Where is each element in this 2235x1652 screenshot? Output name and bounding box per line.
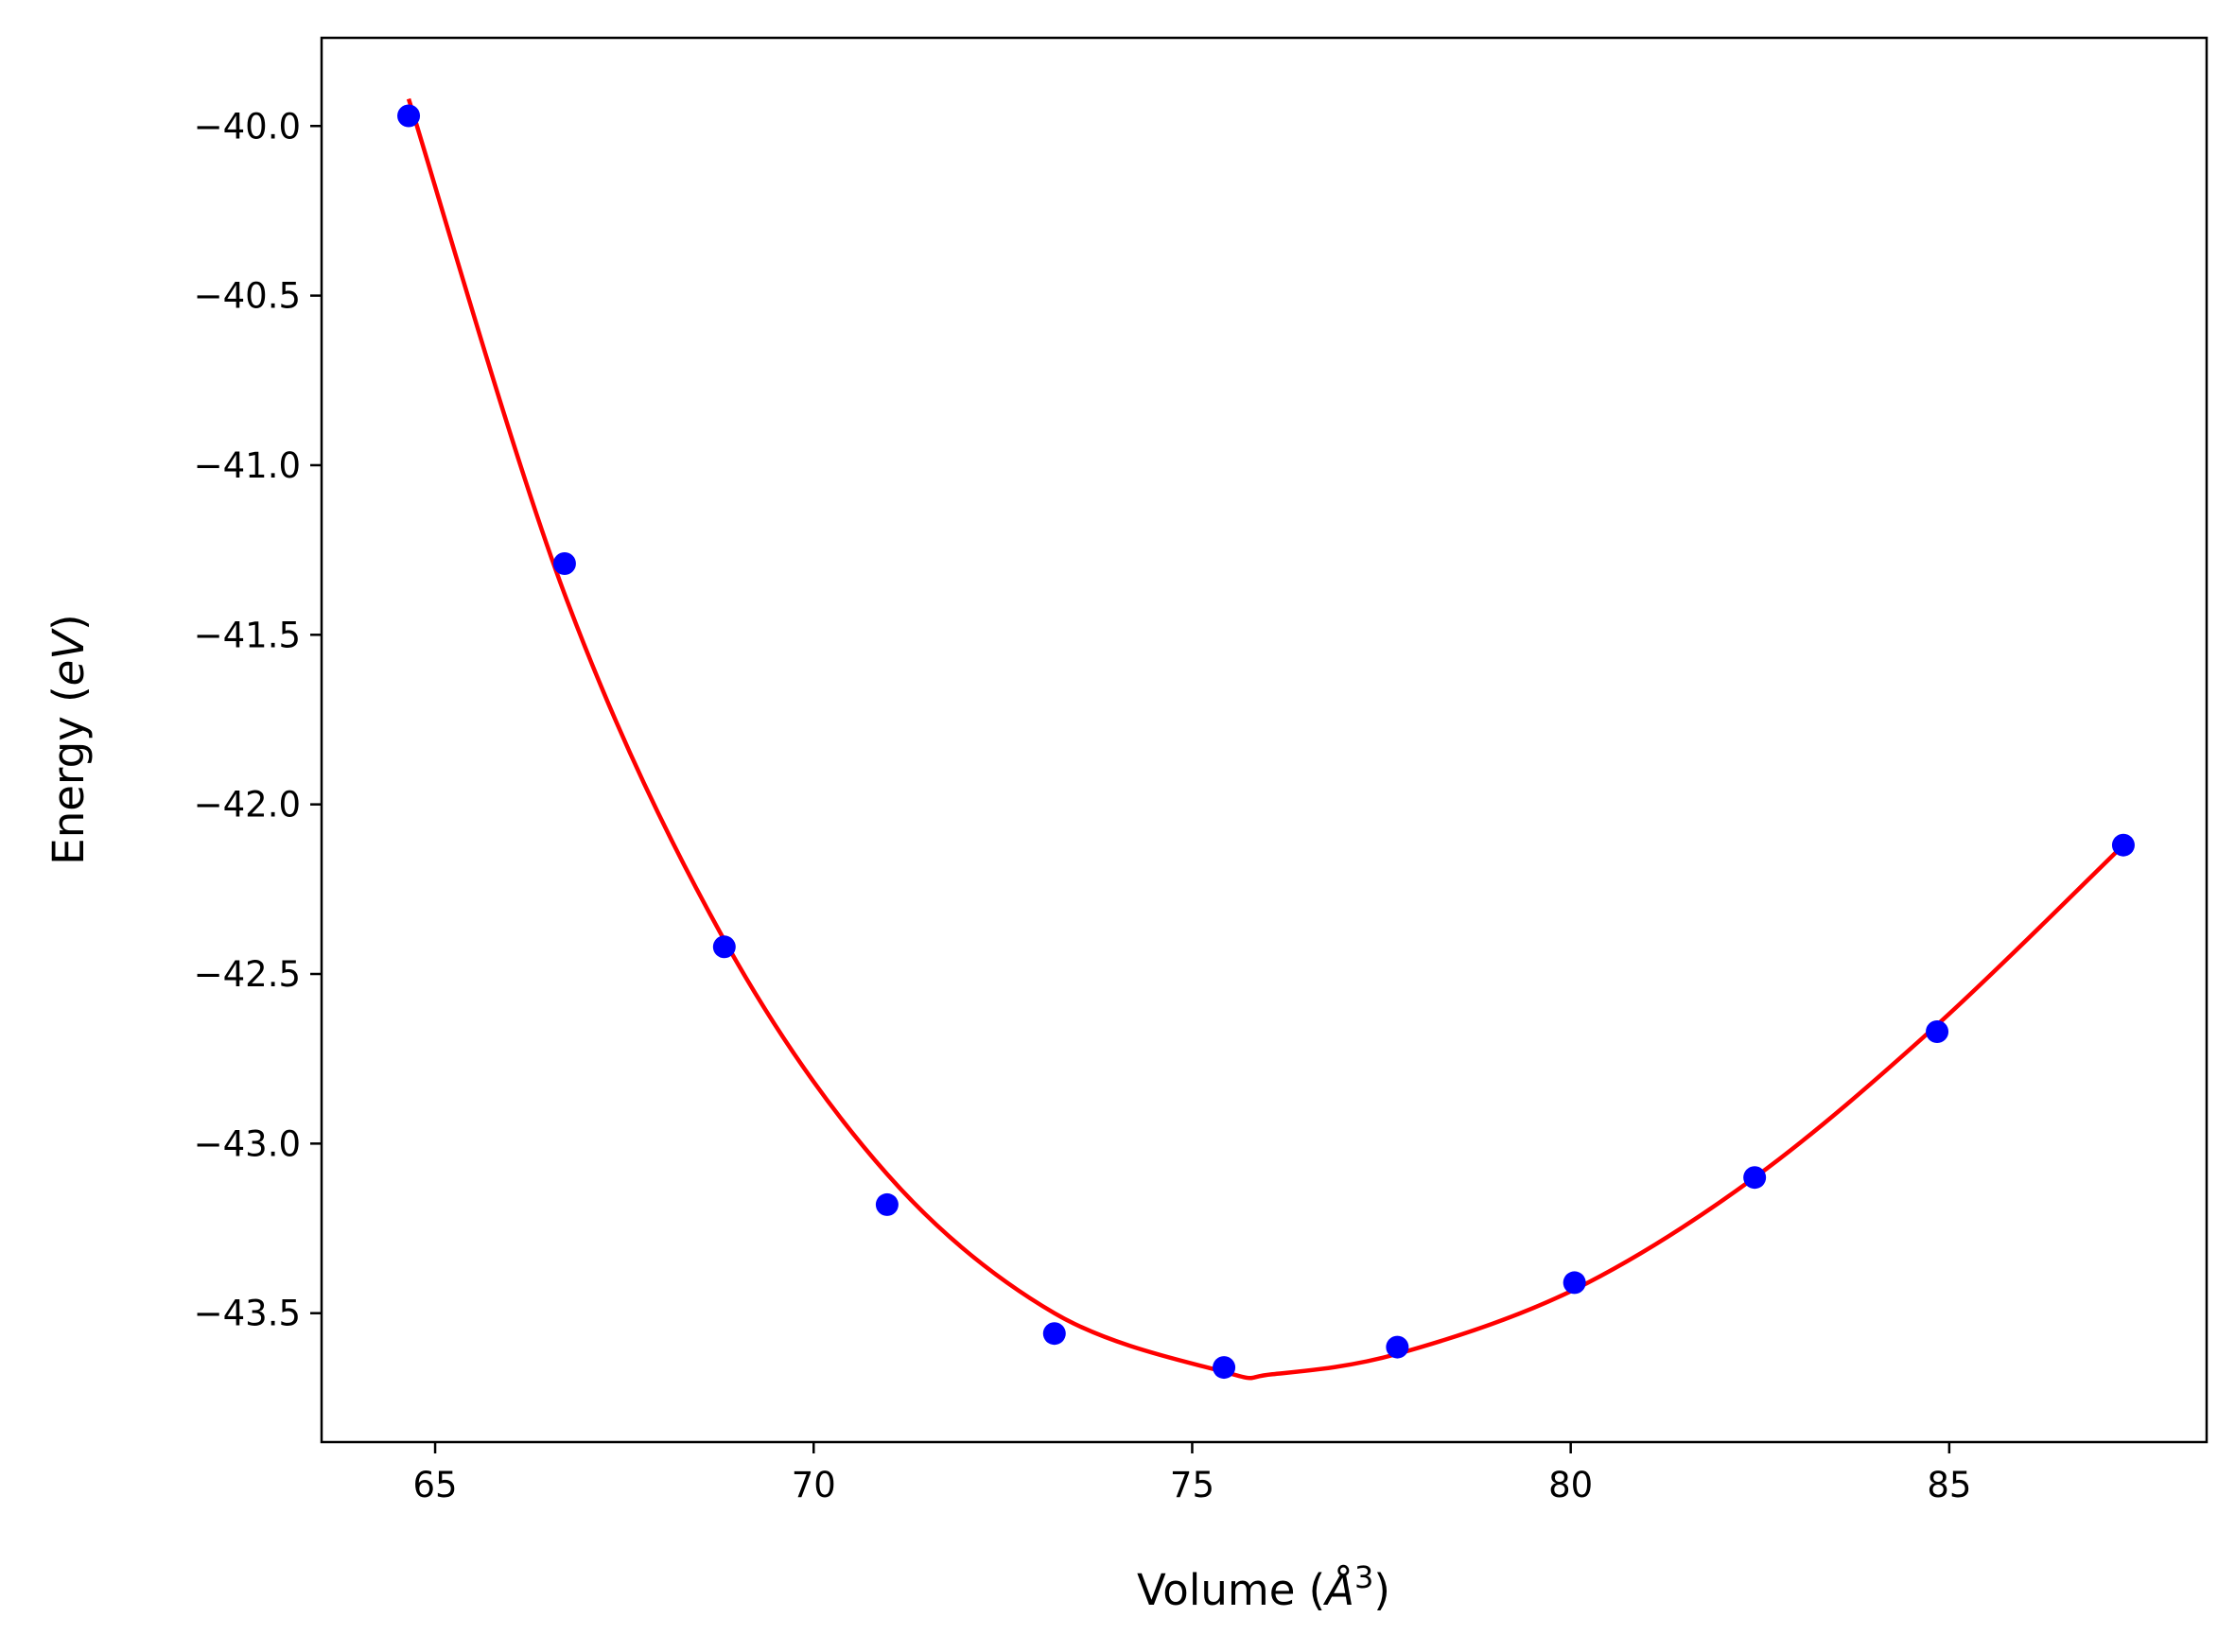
x-tick-label: 80 [1548,1465,1593,1505]
y-tick-label: −42.0 [194,785,301,826]
data-point [1926,1019,1949,1043]
x-axis-ticks: 65 70 75 80 85 [413,1442,1971,1505]
data-point [2111,833,2135,857]
data-point [1042,1322,1066,1346]
data-point [1743,1166,1767,1190]
y-tick-label: −40.5 [194,276,301,317]
fit-curve-layer [406,97,2125,1381]
y-tick-label: −43.0 [194,1123,301,1164]
y-axis-label: Energy (eV) [44,614,94,864]
y-tick-label: −41.0 [194,445,301,486]
fit-curve-line [406,97,2125,1381]
y-tick-label: −42.5 [194,954,301,995]
x-tick-label: 75 [1170,1465,1214,1505]
data-point [1386,1335,1409,1359]
x-tick-label: 65 [413,1465,458,1505]
data-point [1213,1356,1236,1380]
y-tick-label: −41.5 [194,615,301,655]
y-axis-ticks: −40.0 −40.5 −41.0 −41.5 −42.0 −42.5 −43.0 −43.5 [194,106,322,1334]
x-tick-label: 85 [1927,1465,1971,1505]
x-axis-label: Volume (Å3) [1137,1559,1390,1615]
data-point [875,1192,899,1216]
y-tick-label: −43.5 [194,1294,301,1334]
data-point [552,551,576,575]
data-point [1563,1271,1586,1295]
y-tick-label: −40.0 [194,106,301,147]
data-point [712,935,736,959]
data-points-layer [397,104,2135,1380]
plot-area-frame [320,36,2209,1444]
data-point [397,104,421,128]
x-tick-label: 70 [792,1465,836,1505]
